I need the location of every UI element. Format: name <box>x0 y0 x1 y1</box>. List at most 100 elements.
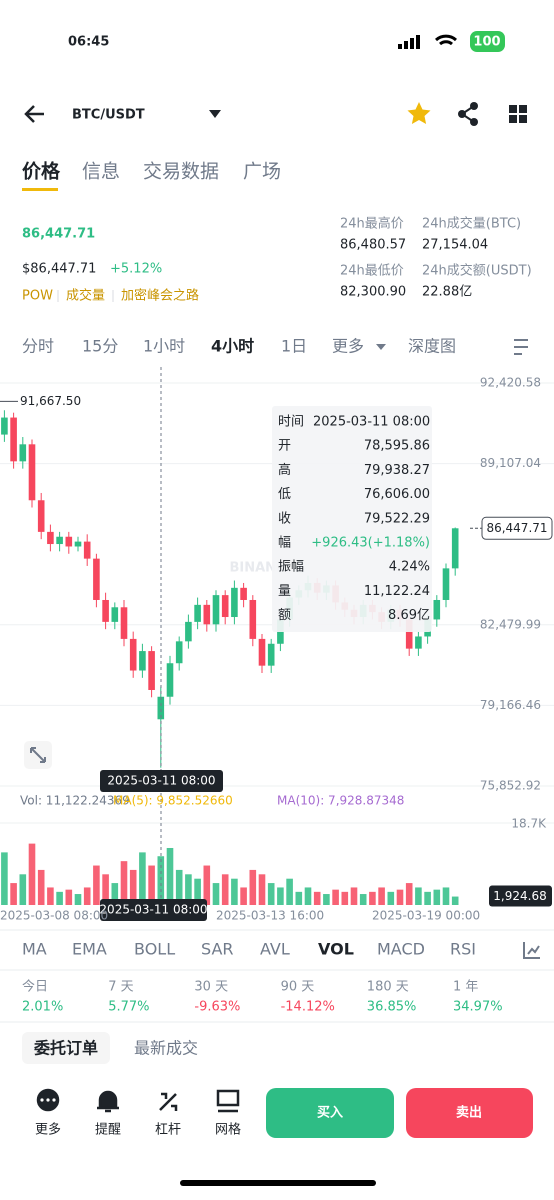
sell-button[interactable] <box>406 1088 533 1138</box>
last-price-label: 86,447.71 <box>486 521 547 535</box>
candle-body <box>267 643 275 666</box>
tab[interactable]: 信息 <box>82 161 120 183</box>
interval[interactable]: 深度图 <box>408 337 456 356</box>
interval[interactable]: 1小时 <box>143 337 185 356</box>
tab[interactable]: 价格 <box>22 160 61 183</box>
tag[interactable]: 成交量 <box>66 288 105 304</box>
candle-body <box>221 595 229 618</box>
volume-bar <box>277 887 284 905</box>
candle-body <box>212 595 220 625</box>
volume-bar <box>295 891 303 905</box>
back[interactable] <box>24 105 44 123</box>
tooltip-label: 额 <box>278 608 291 623</box>
stat-value: 86,480.57 <box>340 238 406 253</box>
indicator[interactable]: EMA <box>72 940 107 959</box>
volume-bar <box>396 889 404 905</box>
indicator[interactable]: SAR <box>201 940 234 959</box>
toolbar-label[interactable]: 更多 <box>35 1122 61 1138</box>
volume-bar <box>387 891 395 905</box>
volume-bar <box>203 865 211 905</box>
candle-body <box>56 536 63 545</box>
candle-body <box>166 663 174 697</box>
candle-body <box>249 599 257 639</box>
volume-bar <box>10 883 17 905</box>
share[interactable] <box>458 102 478 126</box>
signal <box>398 35 420 49</box>
indicator[interactable]: MA <box>22 940 47 959</box>
volume-bar <box>304 887 312 905</box>
toolbar-icon[interactable] <box>159 1092 178 1111</box>
volume-bar <box>267 883 275 905</box>
buy-label[interactable]: 买入 <box>317 1106 343 1121</box>
interval[interactable]: 1日 <box>281 337 307 356</box>
y-tick-label: 92,420.58 <box>480 376 541 390</box>
candle-body <box>139 651 146 671</box>
tag[interactable]: 加密峰会之路 <box>121 288 199 304</box>
x-tick-label: 2025-03-19 00:00 <box>372 909 480 923</box>
stat-value: 27,154.04 <box>422 238 488 253</box>
toolbar-label[interactable]: 网格 <box>215 1122 241 1138</box>
interval[interactable]: 分时 <box>22 337 54 356</box>
candle-body <box>442 568 450 600</box>
expand-icon[interactable] <box>24 741 52 769</box>
y-tick-label: 89,107.04 <box>480 456 541 470</box>
indicator[interactable]: VOL <box>318 940 354 959</box>
volume-bar <box>212 883 220 905</box>
favorite[interactable] <box>407 102 431 124</box>
layout[interactable] <box>509 105 527 123</box>
interval[interactable]: 更多 <box>332 337 364 356</box>
indicator[interactable]: BOLL <box>134 940 175 959</box>
volume-bar <box>19 874 27 905</box>
volume-bar <box>359 894 367 905</box>
order-tab[interactable]: 委托订单 <box>33 1039 98 1058</box>
candle-body <box>405 619 413 649</box>
volume-bar <box>221 874 229 905</box>
interval[interactable]: 15分 <box>82 337 118 356</box>
dot <box>52 1098 56 1102</box>
pair[interactable]: BTC/USDT <box>72 108 145 123</box>
toolbar-label[interactable]: 杠杆 <box>155 1122 181 1138</box>
stat-label: 24h最高价 <box>340 216 404 232</box>
indicator[interactable]: AVL <box>260 940 290 959</box>
status-time: 06:45 <box>68 35 109 50</box>
indicator-settings[interactable] <box>523 942 540 959</box>
toolbar-label[interactable]: 提醒 <box>95 1122 121 1138</box>
volume-bar <box>350 887 358 905</box>
indicator[interactable]: RSI <box>450 940 476 959</box>
candle-body <box>148 651 155 690</box>
pair-caret[interactable] <box>209 110 221 118</box>
settings-icon[interactable] <box>514 339 528 355</box>
change: +5.12% <box>110 262 162 277</box>
v-tick-label: 18.7K <box>511 817 547 831</box>
candle-body <box>451 528 459 569</box>
volume-bar <box>249 869 257 905</box>
candle-body <box>185 621 192 642</box>
volume-bar <box>442 887 450 905</box>
tab[interactable]: 交易数据 <box>143 161 219 183</box>
volume-bar <box>47 887 54 905</box>
order-tab[interactable]: 最新成交 <box>134 1039 198 1058</box>
stat-value: 22.88亿 <box>422 285 472 300</box>
tooltip-label: 幅 <box>278 536 291 551</box>
volume-bar <box>28 843 36 905</box>
tooltip <box>272 406 432 632</box>
volume-bar <box>313 891 321 905</box>
candle-body <box>1 417 8 435</box>
volume-bar <box>120 861 128 905</box>
usd-price: $86,447.71 <box>22 262 96 277</box>
interval[interactable]: 4小时 <box>211 337 254 356</box>
dot <box>40 1098 44 1102</box>
candle-body <box>129 638 137 671</box>
volume-bar <box>102 874 109 905</box>
toolbar-icon[interactable] <box>97 1090 119 1113</box>
period-value: 34.97% <box>453 1000 503 1015</box>
tag[interactable]: POW <box>22 289 53 304</box>
tab[interactable]: 广场 <box>243 161 281 183</box>
sell-label[interactable]: 卖出 <box>456 1105 482 1121</box>
buy-button[interactable] <box>266 1088 394 1138</box>
indicator[interactable]: MACD <box>377 940 425 959</box>
volume-bar <box>323 894 330 905</box>
toolbar-icon[interactable] <box>216 1089 240 1113</box>
volume-bar <box>1 852 8 905</box>
